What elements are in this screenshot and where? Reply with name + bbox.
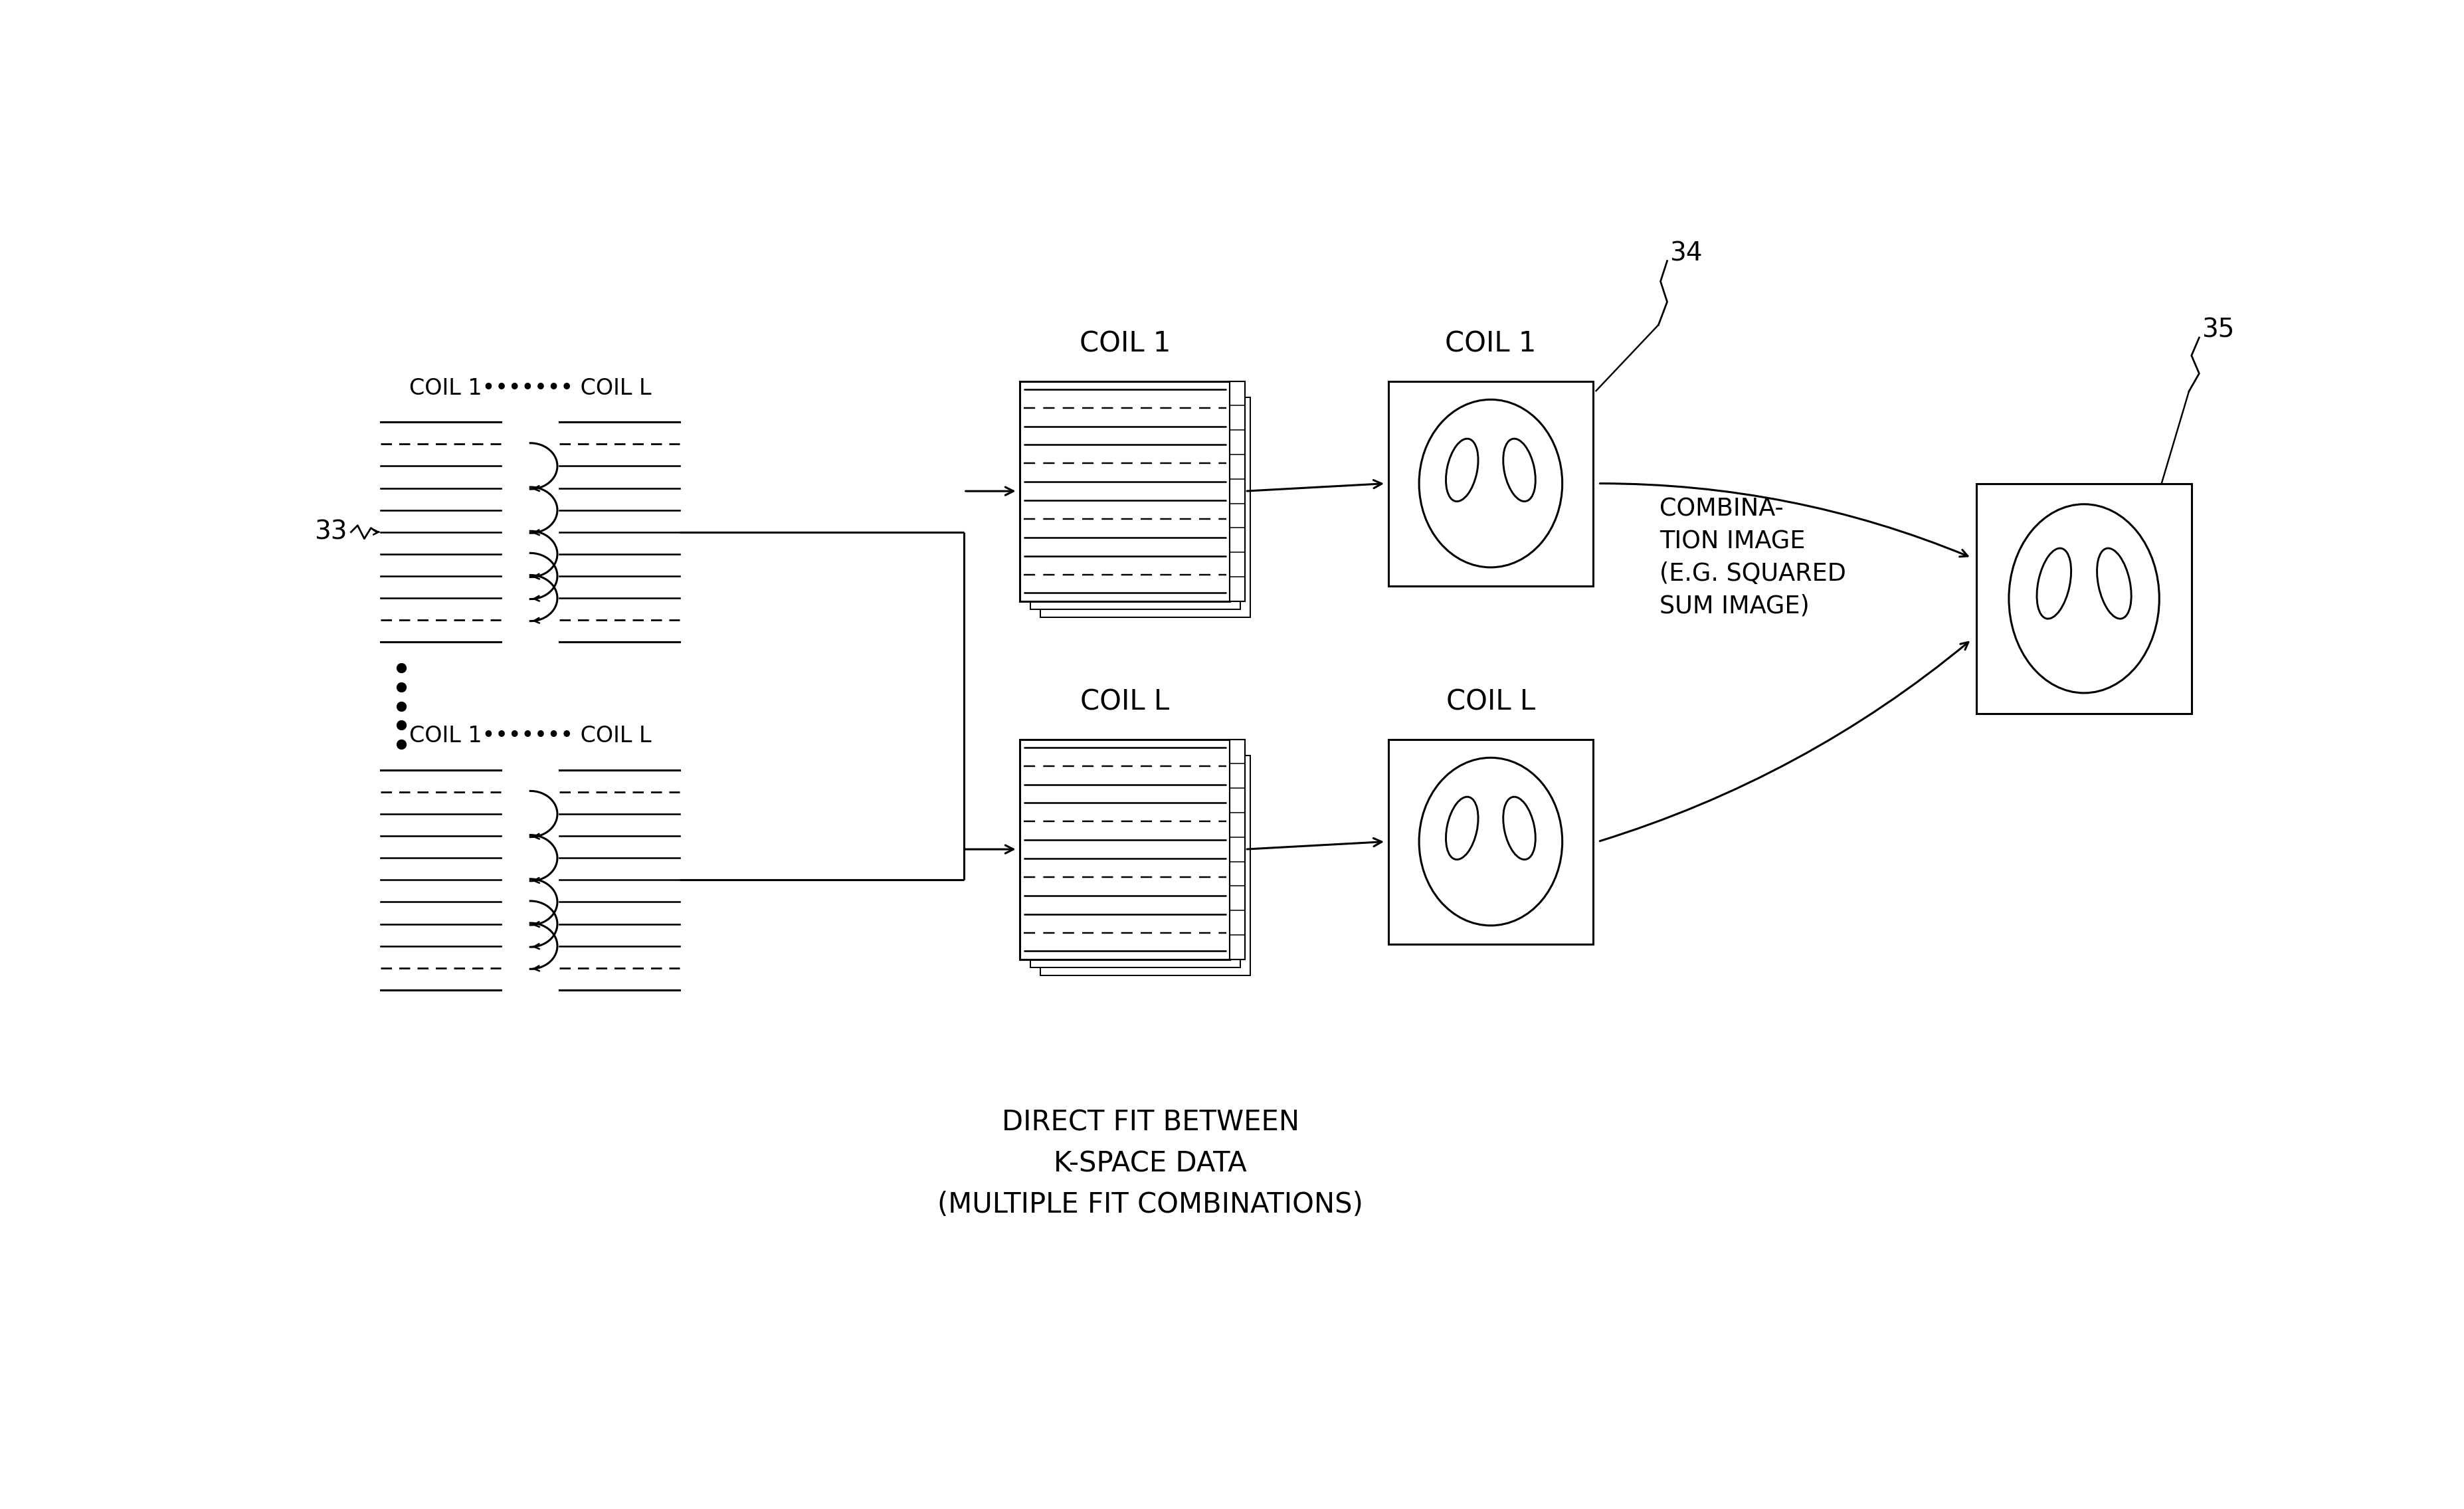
Polygon shape (1020, 382, 1230, 601)
Polygon shape (1030, 747, 1239, 967)
Polygon shape (1030, 389, 1239, 610)
Text: COIL 1••••••• COIL L: COIL 1••••••• COIL L (409, 724, 650, 747)
Ellipse shape (1503, 797, 1535, 860)
Ellipse shape (2097, 548, 2131, 619)
Text: COMBINA-
TION IMAGE
(E.G. SQUARED
SUM IMAGE): COMBINA- TION IMAGE (E.G. SQUARED SUM IM… (1658, 496, 1846, 619)
Ellipse shape (1419, 400, 1562, 567)
Text: COIL L: COIL L (1446, 688, 1535, 717)
Text: COIL L: COIL L (1079, 688, 1170, 717)
Ellipse shape (1446, 797, 1478, 860)
Polygon shape (1040, 756, 1249, 976)
Ellipse shape (2038, 548, 2072, 619)
Ellipse shape (1503, 439, 1535, 501)
Polygon shape (1387, 382, 1594, 585)
Text: 33: 33 (315, 519, 347, 545)
Ellipse shape (1446, 439, 1478, 501)
Polygon shape (1020, 739, 1230, 960)
Polygon shape (1230, 739, 1244, 960)
Polygon shape (1387, 739, 1594, 945)
Polygon shape (1976, 483, 2190, 714)
Ellipse shape (1419, 758, 1562, 925)
Text: DIRECT FIT BETWEEN
K-SPACE DATA
(MULTIPLE FIT COMBINATIONS): DIRECT FIT BETWEEN K-SPACE DATA (MULTIPL… (939, 1109, 1363, 1219)
Text: 35: 35 (2203, 317, 2235, 343)
Text: COIL 1: COIL 1 (1079, 330, 1170, 358)
Text: COIL 1: COIL 1 (1444, 330, 1538, 358)
Polygon shape (1040, 397, 1249, 617)
Polygon shape (1230, 382, 1244, 601)
Ellipse shape (2008, 504, 2158, 693)
Text: COIL 1••••••• COIL L: COIL 1••••••• COIL L (409, 377, 650, 398)
Text: 34: 34 (1671, 240, 1703, 266)
